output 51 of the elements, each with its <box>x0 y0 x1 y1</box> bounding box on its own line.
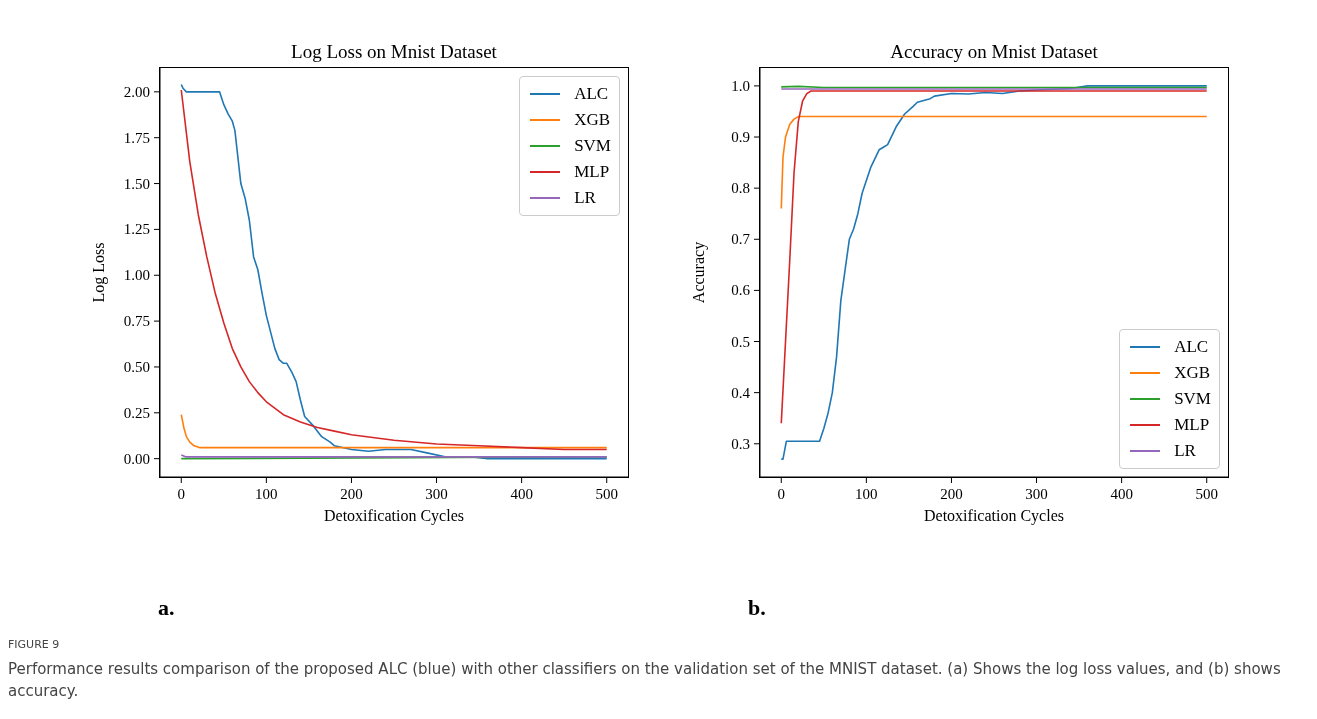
line-series <box>180 413 608 449</box>
x-tick-label: 300 <box>425 486 448 502</box>
y-axis-title: Log Loss <box>89 242 108 303</box>
x-axis-title: Detoxification Cycles <box>324 507 464 525</box>
legend-label: SVM <box>1174 389 1211 409</box>
line-series <box>780 115 1208 210</box>
legend-label: ALC <box>1174 337 1209 357</box>
text: Performance results comparison of the proposed ALC (blue) with other classifiers on the validation set of the MNIST dataset. (a) Shows the log loss values, and (b) shows accuracy. <box>8 658 1282 702</box>
legend-label: XGB <box>1174 363 1211 383</box>
y-axis-title: Accuracy <box>689 241 708 304</box>
x-tick-label: 0 <box>777 486 786 502</box>
x-tick-label: 500 <box>1195 486 1218 502</box>
x-tick-label: 100 <box>255 486 278 502</box>
x-axis-title: Detoxification Cycles <box>924 507 1064 525</box>
legend-label: MLP <box>574 162 610 182</box>
y-tick-label: 0.50 <box>123 358 150 375</box>
y-tick-label: 0.4 <box>731 384 751 401</box>
legend-label: LR <box>574 188 596 208</box>
legend-label: XGB <box>574 110 611 130</box>
x-tick-label: 200 <box>940 486 963 502</box>
y-tick-label: 0.5 <box>731 333 750 350</box>
text: a. <box>158 595 176 621</box>
legend-label: ALC <box>574 84 609 104</box>
y-tick-label: 0.8 <box>731 180 750 197</box>
x-tick-label: 400 <box>1110 486 1133 502</box>
y-tick-label: 2.00 <box>123 83 150 100</box>
y-tick-label: 1.25 <box>123 221 150 238</box>
y-tick-label: 0.9 <box>731 129 750 146</box>
y-tick-label: 1.00 <box>123 267 150 284</box>
y-tick-label: 0.6 <box>731 282 751 299</box>
y-tick-label: 0.7 <box>731 231 751 248</box>
y-tick-label: 1.50 <box>123 175 150 192</box>
x-tick-label: 100 <box>855 486 878 502</box>
chart-title: Accuracy on Mnist Dataset <box>889 41 1099 63</box>
y-tick-label: 0.00 <box>123 450 150 467</box>
caption: FIGURE 9 <box>8 637 61 653</box>
legend-label: SVM <box>574 136 611 156</box>
y-tick-label: 0.75 <box>123 313 150 330</box>
y-tick-label: 1.75 <box>123 129 150 146</box>
x-tick-label: 400 <box>510 486 533 502</box>
x-tick-label: 500 <box>595 486 618 502</box>
x-tick-label: 300 <box>1025 486 1048 502</box>
legend-label: MLP <box>1174 415 1210 435</box>
text: b. <box>748 595 767 621</box>
x-tick-label: 0 <box>177 486 186 502</box>
y-tick-label: 0.3 <box>731 435 750 452</box>
y-tick-label: 1.0 <box>731 77 750 94</box>
chart-title: Log Loss on Mnist Dataset <box>290 41 498 63</box>
y-tick-label: 0.25 <box>123 404 150 421</box>
legend-label: LR <box>1174 441 1196 461</box>
x-tick-label: 200 <box>340 486 363 502</box>
